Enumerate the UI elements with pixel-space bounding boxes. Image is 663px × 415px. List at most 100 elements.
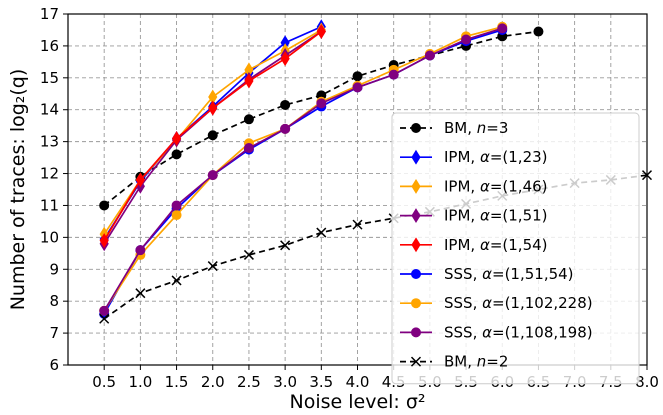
x-tick-label: 4.0	[346, 373, 370, 391]
x-tick-label: 3.5	[309, 373, 333, 391]
data-point	[280, 240, 291, 251]
legend-label: SSS, α=(1,102,228)	[444, 294, 593, 312]
legend-label-part: =(1,51)	[490, 207, 548, 225]
legend-item: SSS, α=(1,102,228)	[400, 294, 593, 312]
legend-label-part: IPM,	[444, 148, 480, 166]
data-point	[352, 71, 363, 82]
legend-marker	[411, 269, 421, 279]
data-point	[461, 34, 472, 45]
y-tick-label: 15	[40, 69, 59, 87]
x-tick-label: 0.5	[92, 373, 116, 391]
legend-label: IPM, α=(1,46)	[444, 177, 548, 195]
data-point	[316, 98, 327, 109]
y-tick-label: 16	[40, 37, 59, 55]
legend-marker	[411, 327, 421, 338]
y-tick-label: 17	[40, 5, 59, 23]
legend-label-part: BM,	[444, 119, 477, 137]
y-tick-label: 11	[40, 196, 59, 214]
legend-label-part: =(1,108,198)	[492, 323, 593, 341]
data-point	[171, 130, 182, 146]
legend-marker	[411, 208, 421, 224]
y-axis-label: Number of traces: log₂(q)	[7, 69, 29, 311]
legend-item: SSS, α=(1,108,198)	[400, 323, 593, 341]
data-point	[171, 210, 182, 221]
data-point	[316, 227, 327, 238]
legend-label-part: =(1,23)	[490, 148, 548, 166]
x-tick-label: 3.0	[273, 373, 297, 391]
legend-item: BM, n=2	[400, 353, 508, 371]
data-point	[99, 313, 110, 324]
data-point	[135, 172, 145, 188]
legend-marker	[411, 149, 421, 165]
data-point	[207, 170, 218, 181]
data-point	[99, 200, 110, 211]
legend-item: IPM, α=(1,46)	[400, 177, 548, 195]
y-tick-label: 12	[40, 165, 59, 183]
series-4	[99, 24, 326, 249]
legend-label-part: α	[482, 265, 492, 283]
data-point	[424, 50, 435, 61]
legend-marker	[410, 356, 422, 367]
data-point	[135, 288, 146, 299]
x-tick-label: 2.5	[237, 373, 261, 391]
data-point	[497, 23, 508, 34]
legend-label-part: =3	[486, 119, 508, 137]
y-tick-label: 9	[49, 260, 59, 278]
data-point	[207, 261, 218, 272]
y-tick-label: 13	[40, 133, 59, 151]
legend-label-part: α	[482, 323, 492, 341]
series-layer	[99, 19, 653, 324]
legend-label: IPM, α=(1,54)	[444, 236, 548, 254]
legend-label-part: α	[480, 207, 490, 225]
y-tick-label: 7	[49, 324, 59, 342]
data-point	[171, 149, 182, 160]
legend-item: IPM, α=(1,51)	[400, 207, 548, 225]
legend-marker	[411, 298, 421, 309]
legend-box	[391, 112, 640, 385]
y-tick-label: 14	[40, 101, 59, 119]
legend-label-part: =(1,46)	[490, 177, 548, 195]
x-tick-label: 1.0	[128, 373, 152, 391]
data-point	[171, 200, 182, 211]
data-point	[171, 275, 182, 286]
legend-label-part: α	[480, 236, 490, 254]
legend-label-part: IPM,	[444, 236, 480, 254]
legend-label: SSS, α=(1,51,54)	[444, 265, 574, 283]
legend-item: IPM, α=(1,54)	[400, 236, 548, 254]
legend-label-part: α	[480, 148, 490, 166]
y-tick-label: 10	[40, 228, 59, 246]
legend-label-part: IPM,	[444, 207, 480, 225]
legend-label-part: SSS,	[444, 265, 482, 283]
data-point	[280, 99, 291, 110]
data-point	[99, 233, 109, 249]
legend-label-part: IPM,	[444, 177, 480, 195]
legend-marker	[411, 123, 421, 133]
series-0	[99, 26, 544, 211]
legend-label-part: BM,	[444, 353, 477, 371]
x-tick-label: 2.0	[201, 373, 225, 391]
legend-label: BM, n=2	[444, 353, 508, 371]
data-point	[352, 219, 363, 230]
legend-item: SSS, α=(1,51,54)	[400, 265, 574, 283]
data-point	[243, 114, 254, 125]
legend-label: BM, n=3	[444, 119, 508, 137]
legend-marker	[411, 237, 421, 253]
legend-label-part: SSS,	[444, 294, 482, 312]
legend-item: IPM, α=(1,23)	[400, 148, 548, 166]
data-point	[243, 249, 254, 260]
data-point	[352, 82, 363, 93]
data-point	[244, 73, 254, 89]
data-point	[135, 245, 146, 256]
series-7	[99, 23, 508, 316]
legend-label-part: =(1,102,228)	[492, 294, 593, 312]
legend-label-part: α	[482, 294, 492, 312]
x-axis-label: Noise level: σ²	[289, 391, 425, 413]
legend-label: IPM, α=(1,51)	[444, 207, 548, 225]
legend-label-part: n	[477, 353, 487, 371]
legend-label: SSS, α=(1,108,198)	[444, 323, 593, 341]
data-point	[99, 305, 110, 316]
x-tick-label: 1.5	[165, 373, 189, 391]
data-point	[280, 123, 291, 134]
legend-marker	[411, 178, 421, 194]
